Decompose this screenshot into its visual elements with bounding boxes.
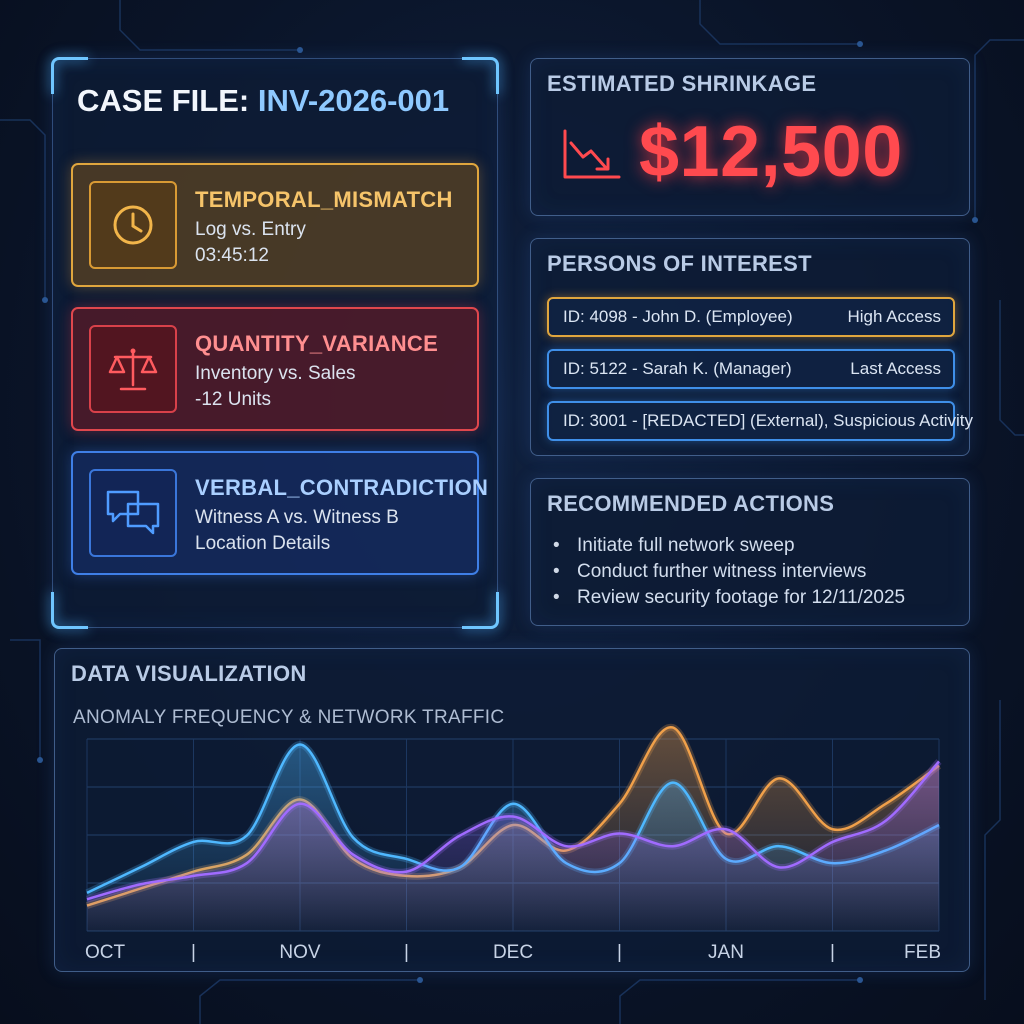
person-id: ID: 3001 - [REDACTED] (External), Suspic…: [563, 411, 974, 430]
actions-panel: RECOMMENDED ACTIONS Initiate full networ…: [530, 478, 970, 626]
person-status: Last Access: [850, 359, 941, 378]
network-traffic-chart: OCT | NOV | DEC | JAN | FEB: [85, 723, 942, 963]
finding-value: -12 Units: [195, 389, 272, 410]
list-item: Initiate full network sweep: [553, 533, 905, 559]
case-file-label: CASE FILE:: [77, 83, 250, 118]
trend-down-icon: [563, 129, 621, 179]
person-row[interactable]: ID: 3001 - [REDACTED] (External), Suspic…: [547, 401, 973, 441]
finding-card-verbal[interactable]: VERBAL_CONTRADICTION Witness A vs. Witne…: [71, 451, 488, 575]
corner-accent: [51, 592, 88, 629]
case-file-panel: CASE FILE: INV-2026-001 TEMPORAL_MISMATC…: [51, 57, 499, 629]
shrinkage-value: $12,500: [639, 112, 903, 192]
chart-subtitle: ANOMALY FREQUENCY & NETWORK TRAFFIC: [73, 707, 505, 728]
person-status: High Access: [847, 307, 941, 326]
finding-detail: Log vs. Entry: [195, 219, 306, 240]
person-id: ID: 4098 - John D. (Employee): [563, 307, 793, 326]
finding-detail: Witness A vs. Witness B: [195, 507, 399, 528]
x-tick-label: JAN: [708, 942, 744, 963]
case-file-title: CASE FILE: INV-2026-001: [77, 83, 449, 119]
data-visualization-panel: OCT | NOV | DEC | JAN | FEB DATA VISUALIZATION A…: [54, 648, 970, 972]
person-row[interactable]: ID: 5122 - Sarah K. (Manager) Last Acces…: [547, 349, 955, 389]
x-tick-label: OCT: [85, 942, 126, 963]
chat-bubbles-icon: [89, 469, 177, 557]
x-tick-label: DEC: [493, 942, 533, 963]
corner-accent: [51, 57, 88, 94]
case-file-id: INV-2026-001: [249, 83, 450, 118]
panel-title: ESTIMATED SHRINKAGE: [547, 71, 817, 96]
finding-title: VERBAL_CONTRADICTION: [195, 475, 489, 500]
finding-value: 03:45:12: [195, 245, 269, 266]
finding-card-temporal[interactable]: TEMPORAL_MISMATCH Log vs. Entry 03:45:12: [71, 163, 479, 287]
finding-detail: Inventory vs. Sales: [195, 363, 356, 384]
finding-card-quantity[interactable]: QUANTITY_VARIANCE Inventory vs. Sales -1…: [71, 307, 479, 431]
list-item: Conduct further witness interviews: [553, 559, 905, 585]
scales-icon: [89, 325, 177, 413]
person-row[interactable]: ID: 4098 - John D. (Employee) High Acces…: [547, 297, 955, 337]
finding-title: QUANTITY_VARIANCE: [195, 331, 439, 356]
actions-list: Initiate full network sweep Conduct furt…: [553, 533, 905, 611]
x-tick-separator: |: [404, 942, 409, 963]
persons-panel: PERSONS OF INTEREST ID: 4098 - John D. (…: [530, 238, 973, 456]
person-id: ID: 5122 - Sarah K. (Manager): [563, 359, 792, 378]
x-tick-separator: |: [830, 942, 835, 963]
x-tick-label: FEB: [904, 942, 941, 963]
series-line-2: [86, 760, 940, 901]
x-tick-separator: |: [617, 942, 622, 963]
shrinkage-panel: ESTIMATED SHRINKAGE $12,500: [530, 58, 970, 216]
x-tick-label: NOV: [279, 942, 321, 963]
panel-title: RECOMMENDED ACTIONS: [547, 491, 835, 516]
clock-icon: [89, 181, 177, 269]
corner-accent: [462, 57, 499, 94]
finding-value: Location Details: [195, 533, 331, 554]
series-line-1: [86, 743, 940, 894]
list-item: Review security footage for 12/11/2025: [553, 585, 905, 611]
panel-title: DATA VISUALIZATION: [71, 661, 307, 686]
panel-title: PERSONS OF INTEREST: [547, 251, 812, 276]
x-tick-separator: |: [191, 942, 196, 963]
corner-accent: [462, 592, 499, 629]
finding-title: TEMPORAL_MISMATCH: [195, 187, 453, 212]
